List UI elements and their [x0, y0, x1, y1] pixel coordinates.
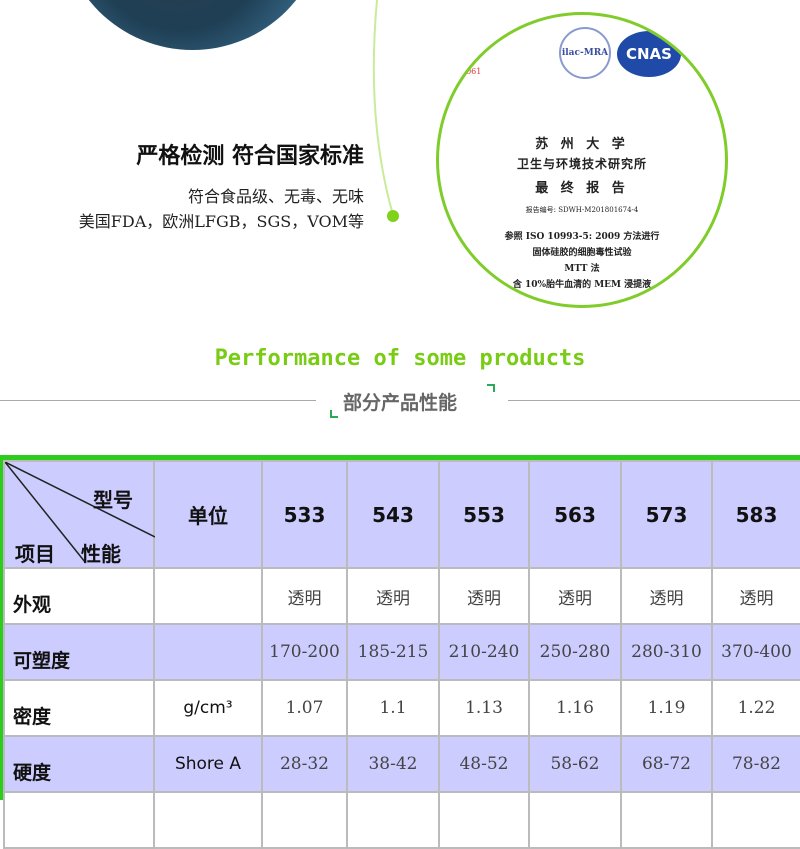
feature-title: 严格检测 符合国家标准	[136, 144, 364, 169]
row-label: 可塑度	[3, 623, 155, 681]
feature-line: 符合食品级、无毒、无味	[187, 187, 364, 206]
row-value: 1.16	[528, 679, 622, 737]
divider	[508, 400, 800, 401]
model-header: 563	[528, 460, 622, 569]
bracket-icon	[487, 384, 495, 392]
row-value: 透明	[346, 567, 440, 625]
cnas-logo: CNAS	[617, 31, 681, 77]
row-value: 185-215	[346, 623, 440, 681]
model-header: 583	[711, 460, 800, 569]
section-title-en: Performance of some products	[214, 346, 586, 371]
row-label: 密度	[3, 679, 155, 737]
row-value: 250-280	[528, 623, 622, 681]
corner-item-label: 项目	[15, 542, 55, 566]
model-header: 553	[438, 460, 530, 569]
corner-cell: 型号 项目 性能	[3, 460, 155, 569]
table-row	[3, 791, 800, 849]
corner-property-label: 性能	[81, 542, 121, 566]
row-value: 1.19	[620, 679, 713, 737]
row-value: 透明	[711, 567, 800, 625]
row-unit	[153, 567, 263, 625]
table-row: 可塑度 170-200 185-215 210-240 250-280 280-310 37…	[3, 623, 800, 681]
divider	[0, 400, 316, 401]
feature-line: 美国FDA，欧洲LFGB，SGS，VOM等	[78, 212, 364, 231]
row-value: 28-32	[261, 735, 348, 793]
row-label: 外观	[3, 567, 155, 625]
row-value: 370-400	[711, 623, 800, 681]
row-value: 280-310	[620, 623, 713, 681]
bracket-icon	[330, 410, 338, 418]
row-value: 1.1	[346, 679, 440, 737]
row-unit: g/cm³	[153, 679, 263, 737]
row-label: 硬度	[3, 735, 155, 793]
cert-line: 参照 ISO 10993-5: 2009 方法进行	[504, 232, 660, 242]
row-value: 210-240	[438, 623, 530, 681]
model-header: 533	[261, 460, 348, 569]
section-title-cn: 部分产品性能	[342, 392, 457, 414]
row-value: 170-200	[261, 623, 348, 681]
curve-dot-icon	[387, 210, 399, 222]
row-value: 透明	[261, 567, 348, 625]
row-value: 58-62	[528, 735, 622, 793]
row-value: 48-52	[438, 735, 530, 793]
cert-line: 含 10%胎牛血清的 MEM 浸提液	[512, 280, 652, 290]
row-value: 1.13	[438, 679, 530, 737]
model-header: 543	[346, 460, 440, 569]
cert-line: 卫生与环境技术研究所	[516, 157, 647, 171]
row-value: 透明	[438, 567, 530, 625]
cert-line: MTT 法	[564, 264, 600, 274]
stamp: 4061	[461, 67, 482, 76]
table-row: 外观 透明 透明 透明 透明 透明 透明	[3, 567, 800, 625]
row-value: 透明	[528, 567, 622, 625]
corner-model-label: 型号	[93, 488, 133, 512]
row-unit	[153, 623, 263, 681]
cert-line: 最 终 报 告	[535, 181, 629, 196]
row-value: 1.07	[261, 679, 348, 737]
performance-table: 型号 项目 性能 单位 533 543 553 563 573 583 外观 透明…	[0, 455, 800, 849]
unit-header: 单位	[153, 460, 263, 569]
cert-line: 苏 州 大 学	[535, 137, 629, 152]
row-value: 透明	[620, 567, 713, 625]
ilac-logo: ilac-MRA	[559, 27, 611, 79]
cert-line: 固体硅胶的细胞毒性试验	[532, 248, 632, 258]
row-value: 68-72	[620, 735, 713, 793]
cert-line: 报告编号: SDWH-M201801674-4	[525, 206, 639, 214]
model-header: 573	[620, 460, 713, 569]
table-row: 密度 g/cm³ 1.07 1.1 1.13 1.16 1.19 1.22	[3, 679, 800, 737]
row-value: 1.22	[711, 679, 800, 737]
row-unit: Shore A	[153, 735, 263, 793]
table-header-row: 型号 项目 性能 单位 533 543 553 563 573 583	[3, 460, 800, 569]
row-value: 38-42	[346, 735, 440, 793]
row-value: 78-82	[711, 735, 800, 793]
decorative-curve	[372, 0, 399, 222]
certificate-image: 4061 ilac-MRA CNAS 苏 州 大 学 卫生与环境技术研究所 最 …	[436, 12, 728, 308]
table-row: 硬度 Shore A 28-32 38-42 48-52 58-62 68-72 78-82	[3, 735, 800, 793]
